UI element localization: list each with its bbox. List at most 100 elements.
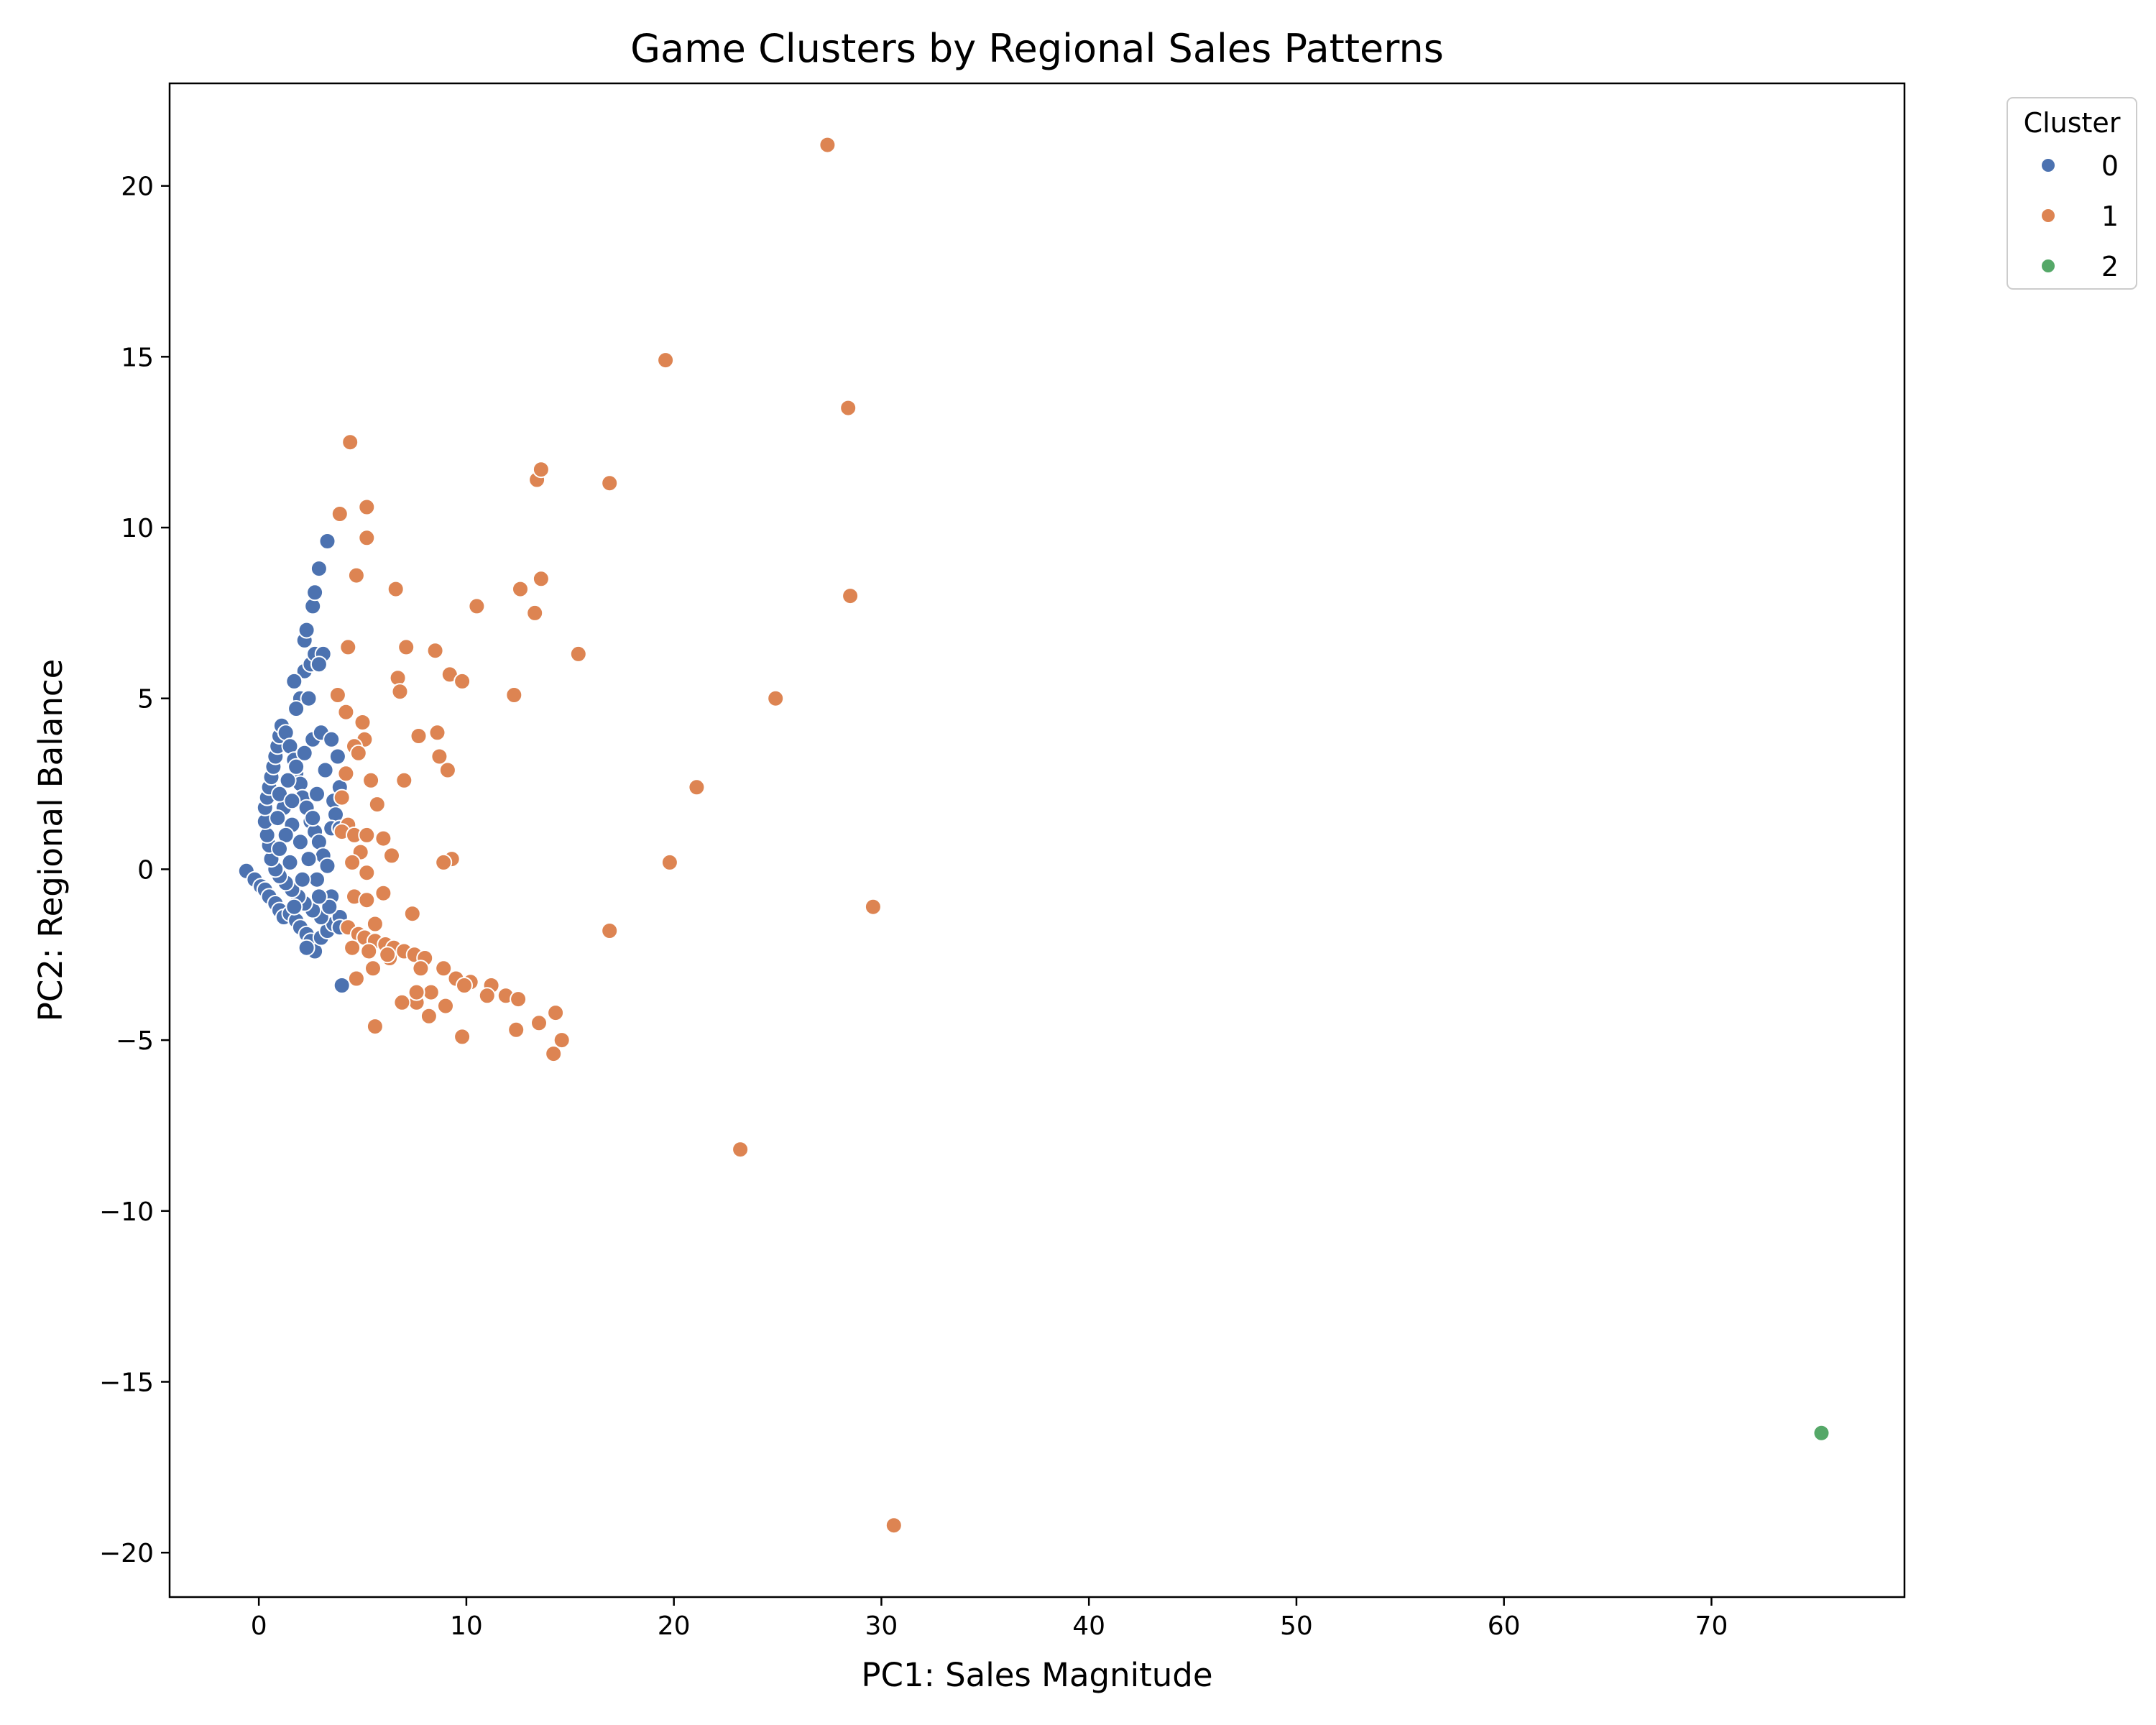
y-tick-label: −5: [116, 1026, 154, 1056]
cluster-1-point: [366, 915, 384, 933]
cluster-0-point: [318, 857, 336, 875]
cluster-1-point: [767, 689, 785, 707]
x-axis-label: PC1: Sales Magnitude: [861, 1656, 1212, 1694]
legend-items: 0 1 2: [2040, 150, 2119, 282]
cluster-0-point: [321, 898, 338, 916]
cluster-0-point: [323, 730, 341, 748]
cluster-1-point: [839, 399, 857, 417]
x-tick-label: 20: [658, 1611, 691, 1641]
cluster-1-point: [438, 761, 456, 779]
cluster-1-point: [379, 946, 397, 964]
cluster-1-point: [410, 727, 428, 745]
cluster-1-point: [453, 672, 471, 690]
legend-box: [2007, 97, 2137, 290]
cluster-1-point: [354, 714, 372, 731]
cluster-1-point: [393, 993, 411, 1011]
cluster-0-point: [318, 533, 336, 550]
cluster-0-point: [304, 809, 322, 827]
cluster-1-point: [468, 597, 486, 615]
cluster-0-point: [300, 689, 318, 707]
cluster-1-point: [430, 748, 448, 765]
legend-title: Cluster: [2024, 107, 2121, 139]
cluster-1-point: [344, 853, 361, 871]
cluster-1-point: [819, 136, 837, 154]
cluster-1-point: [526, 604, 544, 622]
cluster-1-point: [505, 686, 523, 704]
cluster-0-point: [287, 700, 305, 717]
cluster-0-point: [308, 785, 326, 803]
legend-marker-cluster-0: [2040, 157, 2056, 173]
cluster-1-point: [358, 891, 376, 909]
cluster-1-point: [507, 1021, 525, 1039]
cluster-1-point: [358, 498, 376, 516]
cluster-0-point: [328, 748, 346, 765]
cluster-1-point: [387, 580, 405, 598]
cluster-1-point: [358, 864, 376, 882]
legend-label-cluster-2: 2: [2101, 251, 2119, 282]
cluster-1-point: [426, 642, 444, 660]
cluster-1-point: [885, 1517, 903, 1535]
cluster-1-point: [328, 686, 346, 704]
cluster-1-point: [660, 853, 678, 871]
y-tick-label: 0: [137, 855, 154, 885]
cluster-0-point: [291, 833, 309, 851]
cluster-0-point: [269, 809, 287, 827]
y-axis-label: PC2: Regional Balance: [32, 659, 70, 1022]
cluster-1-point: [337, 765, 355, 783]
y-tick-label: −10: [99, 1197, 154, 1227]
plot-frame: [168, 82, 1906, 1598]
cluster-0-point: [285, 898, 303, 916]
cluster-1-point: [344, 939, 361, 957]
x-tick-label: 70: [1695, 1611, 1728, 1641]
cluster-0-point: [310, 560, 328, 578]
legend-label-cluster-0: 0: [2101, 150, 2119, 182]
cluster-1-point: [412, 960, 430, 978]
cluster-1-point: [407, 983, 425, 1001]
cluster-1-point: [478, 987, 496, 1005]
cluster-0-point: [283, 792, 301, 810]
cluster-1-point: [347, 970, 365, 988]
cluster-1-point: [397, 638, 415, 656]
legend-marker-cluster-1: [2040, 208, 2056, 224]
cluster-0-point: [298, 939, 315, 957]
cluster-0-point: [298, 621, 315, 639]
legend: Cluster 0 1 2: [2007, 97, 2137, 290]
cluster-1-point: [510, 990, 528, 1008]
cluster-0-point: [306, 584, 324, 602]
x-tick-label: 60: [1488, 1611, 1521, 1641]
x-axis: 0 10 20 30 40 50 60 70: [251, 1597, 1728, 1641]
cluster-0-point: [310, 656, 328, 673]
cluster-1-point: [864, 898, 882, 916]
cluster-1-point: [512, 580, 529, 598]
cluster-1-point: [732, 1141, 750, 1159]
cluster-1-point: [435, 853, 453, 871]
cluster-1-point: [553, 1031, 571, 1049]
cluster-1-point: [341, 433, 359, 451]
cluster-1-point: [569, 645, 587, 663]
cluster-0-point: [293, 870, 311, 888]
cluster-0-point: [279, 771, 297, 789]
cluster-1-point: [362, 771, 380, 789]
legend-marker-cluster-2: [2040, 258, 2056, 274]
cluster-0-point: [295, 744, 313, 762]
x-tick-label: 0: [251, 1611, 267, 1641]
cluster-1-point: [601, 474, 619, 492]
legend-label-cluster-1: 1: [2101, 201, 2119, 232]
cluster-1-point: [420, 1007, 438, 1025]
cluster-1-point: [422, 983, 440, 1001]
cluster-2-point: [1812, 1424, 1830, 1442]
cluster-1-point: [349, 744, 367, 762]
cluster-0-point: [316, 761, 334, 779]
cluster-1-point: [347, 566, 365, 584]
y-tick-label: 5: [137, 685, 154, 714]
cluster-1-point: [364, 960, 382, 978]
cluster-1-point: [337, 703, 355, 721]
x-tick-label: 30: [865, 1611, 898, 1641]
y-tick-label: −20: [99, 1539, 154, 1568]
cluster-1-point: [435, 960, 453, 978]
cluster-0-point: [285, 672, 303, 690]
cluster-1-point: [374, 884, 392, 902]
x-tick-label: 40: [1072, 1611, 1105, 1641]
y-tick-label: 20: [121, 172, 154, 202]
cluster-1-point: [545, 1045, 563, 1063]
